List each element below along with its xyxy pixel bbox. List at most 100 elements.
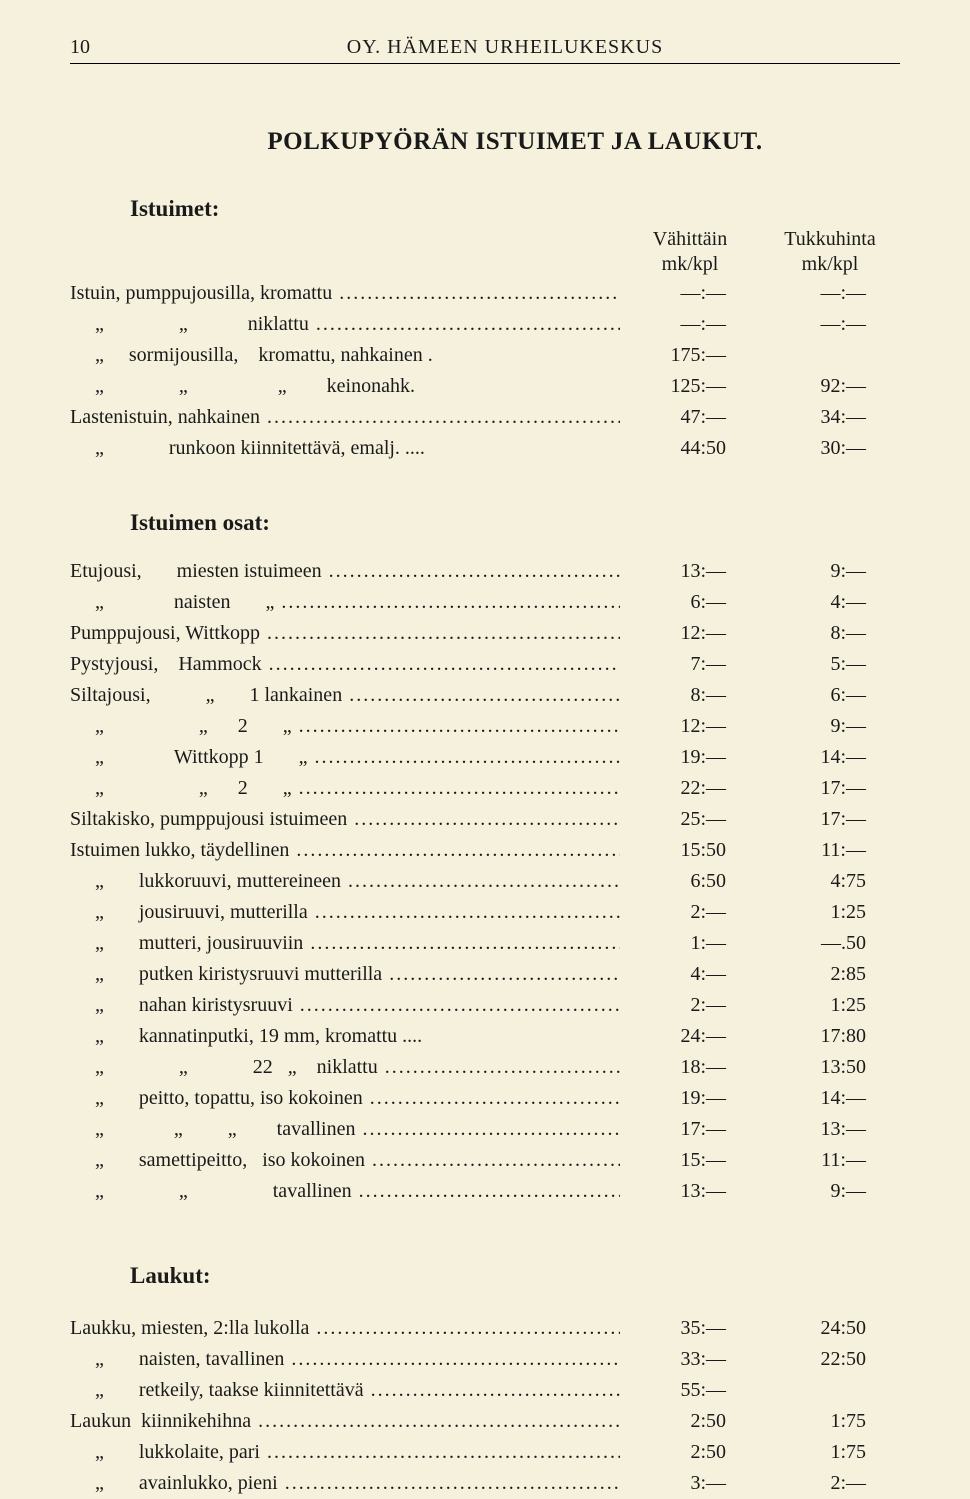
row-wholesale-price: 11:—	[760, 835, 900, 866]
row-retail-price: —:—	[620, 309, 760, 340]
col1-line2: mk/kpl	[620, 253, 760, 276]
section-laukut-heading: Laukut:	[130, 1263, 900, 1289]
row-wholesale-price: 1:25	[760, 990, 900, 1021]
row-wholesale-price: 9:—	[760, 711, 900, 742]
row-description: „ jousiruuvi, mutterilla	[70, 897, 620, 928]
row-wholesale-price: 34:—	[760, 402, 900, 433]
col1-line1: Vähittäin	[620, 228, 760, 251]
page-number: 10	[70, 36, 110, 59]
row-wholesale-price: 1:75	[760, 1406, 900, 1437]
row-retail-price: 15:—	[620, 1145, 760, 1176]
row-description: „ lukkolaite, pari	[70, 1437, 620, 1468]
row-description: Istuin, pumppujousilla, kromattu	[70, 278, 620, 309]
col2-line1: Tukkuhinta	[760, 228, 900, 251]
row-retail-price: 8:—	[620, 680, 760, 711]
price-row: „ „ tavallinen13:—9:—	[70, 1176, 900, 1207]
row-retail-price: 6:—	[620, 587, 760, 618]
row-wholesale-price: 30:—	[760, 433, 900, 464]
row-wholesale-price: 24:50	[760, 1313, 900, 1344]
row-retail-price: 19:—	[620, 1083, 760, 1114]
row-retail-price: 2:50	[620, 1406, 760, 1437]
row-retail-price: 13:—	[620, 556, 760, 587]
row-wholesale-price: 2:85	[760, 959, 900, 990]
section-laukut-rows: Laukku, miesten, 2:lla lukolla35:—24:50 …	[70, 1313, 900, 1499]
row-description: Etujousi, miesten istuimeen	[70, 556, 620, 587]
price-row: Siltajousi, „ 1 lankainen8:—6:—	[70, 680, 900, 711]
price-row: Istuimen lukko, täydellinen15:5011:—	[70, 835, 900, 866]
row-description: „ retkeily, taakse kiinnitettävä	[70, 1375, 620, 1406]
row-wholesale-price: 6:—	[760, 680, 900, 711]
row-wholesale-price: 92:—	[760, 371, 900, 402]
row-description: „ naisten „	[70, 587, 620, 618]
price-row: „ mutteri, jousiruuviin1:——.50	[70, 928, 900, 959]
row-description: Pumppujousi, Wittkopp	[70, 618, 620, 649]
price-row: „ „ niklattu—:——:—	[70, 309, 900, 340]
main-title: POLKUPYÖRÄN ISTUIMET JA LAUKUT.	[130, 128, 900, 156]
row-description: „ nahan kiristysruuvi	[70, 990, 620, 1021]
section-istuimet-heading: Istuimet:	[130, 196, 900, 222]
row-retail-price: 1:—	[620, 928, 760, 959]
section-istuimen-osat-rows: Etujousi, miesten istuimeen13:— 9:— „ nai…	[70, 556, 900, 1207]
page-header: 10 OY. HÄMEEN URHEILUKESKUS	[70, 36, 900, 64]
row-description: „ peitto, topattu, iso kokoinen	[70, 1083, 620, 1114]
row-wholesale-price: —.50	[760, 928, 900, 959]
row-retail-price: 12:—	[620, 618, 760, 649]
row-retail-price: 17:—	[620, 1114, 760, 1145]
price-row: Laukun kiinnikehihna2:501:75	[70, 1406, 900, 1437]
price-row: „ putken kiristysruuvi mutterilla4:—2:85	[70, 959, 900, 990]
row-retail-price: 12:—	[620, 711, 760, 742]
row-wholesale-price: 9:—	[760, 1176, 900, 1207]
row-wholesale-price: 17:—	[760, 773, 900, 804]
row-retail-price: 2:—	[620, 990, 760, 1021]
row-description: Lastenistuin, nahkainen	[70, 402, 620, 433]
row-description: „ naisten, tavallinen	[70, 1344, 620, 1375]
row-retail-price: 18:—	[620, 1052, 760, 1083]
price-row: „ naisten, tavallinen33:—22:50	[70, 1344, 900, 1375]
price-row: „ lukkoruuvi, muttereineen6:504:75	[70, 866, 900, 897]
row-description: „ avainlukko, pieni	[70, 1468, 620, 1499]
price-row: „ nahan kiristysruuvi2:—1:25	[70, 990, 900, 1021]
row-wholesale-price: 5:—	[760, 649, 900, 680]
price-row: Laukku, miesten, 2:lla lukolla35:—24:50	[70, 1313, 900, 1344]
row-wholesale-price: 13:50	[760, 1052, 900, 1083]
price-row: Siltakisko, pumppujousi istuimeen25:—17:…	[70, 804, 900, 835]
row-description: „ Wittkopp 1 „	[70, 742, 620, 773]
price-row: „ „ 2 „12:—9:—	[70, 711, 900, 742]
row-description: „ „ „ tavallinen	[70, 1114, 620, 1145]
row-retail-price: 2:—	[620, 897, 760, 928]
document-page: 10 OY. HÄMEEN URHEILUKESKUS POLKUPYÖRÄN …	[0, 0, 970, 1477]
row-description: „ „ tavallinen	[70, 1176, 620, 1207]
row-description: Laukku, miesten, 2:lla lukolla	[70, 1313, 620, 1344]
price-row: „ „ „ tavallinen17:—13:—	[70, 1114, 900, 1145]
row-wholesale-price: 22:50	[760, 1344, 900, 1375]
col2-line2: mk/kpl	[760, 253, 900, 276]
row-wholesale-price: 2:—	[760, 1468, 900, 1499]
row-retail-price: 4:—	[620, 959, 760, 990]
row-retail-price: 33:—	[620, 1344, 760, 1375]
column-headers: Vähittäin Tukkuhinta	[70, 228, 900, 251]
price-row: „ retkeily, taakse kiinnitettävä55:—	[70, 1375, 900, 1406]
row-retail-price: —:—	[620, 278, 760, 309]
row-description: Siltajousi, „ 1 lankainen	[70, 680, 620, 711]
price-row: „ „ 22 „ niklattu18:—13:50	[70, 1052, 900, 1083]
row-wholesale-price: 14:—	[760, 1083, 900, 1114]
row-description: „ kannatinputki, 19 mm, kromattu ....	[70, 1021, 620, 1052]
row-wholesale-price: 14:—	[760, 742, 900, 773]
row-wholesale-price: 1:25	[760, 897, 900, 928]
header-title: OY. HÄMEEN URHEILUKESKUS	[110, 36, 900, 59]
row-description: „ putken kiristysruuvi mutterilla	[70, 959, 620, 990]
row-wholesale-price: 4:—	[760, 587, 900, 618]
row-retail-price: 175:—	[620, 340, 760, 371]
row-wholesale-price: —:—	[760, 309, 900, 340]
row-wholesale-price: 4:75	[760, 866, 900, 897]
row-description: „ samettipeitto, iso kokoinen	[70, 1145, 620, 1176]
price-row: „ jousiruuvi, mutterilla2:—1:25	[70, 897, 900, 928]
price-row: „ samettipeitto, iso kokoinen15:—11:—	[70, 1145, 900, 1176]
price-row: „ sormijousilla, kromattu, nahkainen .17…	[70, 340, 900, 371]
row-retail-price: 15:50	[620, 835, 760, 866]
row-wholesale-price: —:—	[760, 278, 900, 309]
row-retail-price: 2:50	[620, 1437, 760, 1468]
price-row: „ avainlukko, pieni3:—2:—	[70, 1468, 900, 1499]
price-row: „ runkoon kiinnitettävä, emalj. ....44:5…	[70, 433, 900, 464]
row-description: „ „ niklattu	[70, 309, 620, 340]
